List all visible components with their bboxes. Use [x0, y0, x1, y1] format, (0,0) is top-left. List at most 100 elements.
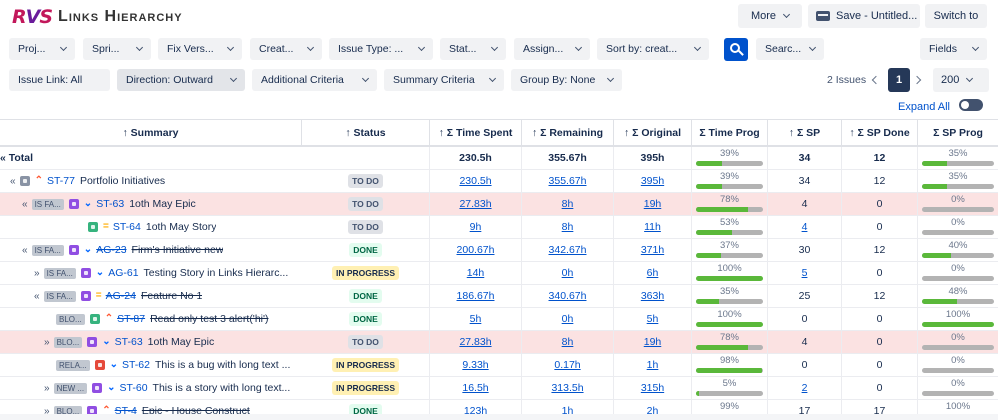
more-button[interactable]: More: [738, 4, 802, 28]
filter-sprint[interactable]: Spri...: [83, 38, 151, 60]
total-time-prog: 39%: [692, 147, 768, 169]
additional-criteria-filter[interactable]: Additional Criteria: [252, 69, 377, 91]
collapse-icon[interactable]: «: [34, 290, 40, 302]
time-spent-link[interactable]: 27.83h: [459, 336, 492, 348]
original-link[interactable]: 1h: [646, 359, 659, 371]
col-sp-prog[interactable]: Σ SP Prog: [933, 127, 983, 139]
remaining-link[interactable]: 340.67h: [548, 290, 587, 302]
fields-dropdown[interactable]: Fields: [920, 38, 987, 60]
sp-progress: 0%: [918, 331, 998, 353]
col-sp-done[interactable]: ↑ Σ SP Done: [842, 120, 918, 146]
remaining-link[interactable]: 1h: [561, 405, 574, 417]
collapse-icon[interactable]: «: [22, 244, 28, 256]
sp-value: 4: [801, 336, 808, 348]
sp-link[interactable]: 2: [801, 382, 808, 394]
expand-all-link[interactable]: Expand All: [898, 101, 950, 113]
time-spent-link[interactable]: 5h: [469, 313, 482, 325]
original-link[interactable]: 371h: [640, 244, 665, 256]
direction-filter[interactable]: Direction: Outward: [117, 69, 245, 91]
col-original[interactable]: ↑ Σ Original: [614, 120, 692, 146]
current-page-button[interactable]: 1: [888, 68, 910, 92]
sp-link[interactable]: 4: [801, 221, 808, 233]
original-link[interactable]: 6h: [646, 267, 659, 279]
time-spent-link[interactable]: 27.83h: [459, 198, 492, 210]
remaining-cell: 355.67h: [522, 170, 614, 192]
sp-link[interactable]: 5: [801, 267, 808, 279]
remaining-link[interactable]: 313.5h: [551, 382, 584, 394]
issue-key-link[interactable]: AG-24: [105, 290, 136, 302]
issue-key-link[interactable]: ST-77: [46, 175, 75, 187]
summary-criteria-filter[interactable]: Summary Criteria: [384, 69, 504, 91]
filter-project[interactable]: Proj...: [9, 38, 75, 60]
expand-all-toggle[interactable]: [959, 99, 983, 111]
original-link[interactable]: 19h: [643, 336, 662, 348]
remaining-link[interactable]: 0h: [561, 313, 574, 325]
original-link[interactable]: 5h: [646, 313, 659, 325]
time-spent-link[interactable]: 200.67h: [456, 244, 495, 256]
remaining-link[interactable]: 342.67h: [548, 244, 587, 256]
original-link[interactable]: 395h: [640, 175, 665, 187]
expand-icon[interactable]: »: [44, 336, 50, 348]
summary-cell: » BLO... ⌄ ST-63 1oth May Epic: [0, 331, 302, 353]
issue-link-filter[interactable]: Issue Link: All: [9, 69, 110, 91]
col-time-prog[interactable]: Σ Time Prog: [692, 120, 768, 146]
next-page-button[interactable]: [912, 74, 924, 86]
remaining-link[interactable]: 355.67h: [548, 175, 587, 187]
time-spent-link[interactable]: 230.5h: [459, 175, 492, 187]
filter-status[interactable]: Stat...: [440, 38, 506, 60]
original-cell: 371h: [614, 239, 692, 261]
time-progress-fill: [696, 184, 723, 189]
table-row: BLO... ⌃ ST-87 Read only test 3 alert('hi')…: [0, 308, 998, 331]
time-progress-track: [696, 184, 763, 189]
sp-done-cell: 12: [842, 239, 918, 261]
prev-page-button[interactable]: [870, 74, 881, 86]
horizontal-scrollbar[interactable]: [0, 414, 998, 420]
original-link[interactable]: 2h: [646, 405, 659, 417]
remaining-link[interactable]: 8h: [561, 221, 574, 233]
original-link[interactable]: 363h: [640, 290, 665, 302]
time-prog-cell: 78%: [692, 193, 768, 215]
time-spent-link[interactable]: 9h: [469, 221, 482, 233]
original-link[interactable]: 315h: [640, 382, 665, 394]
issue-key-link[interactable]: ST-60: [119, 382, 148, 394]
issue-key-link[interactable]: ST-63: [96, 198, 125, 210]
col-status[interactable]: ↑ Status: [302, 120, 430, 146]
time-spent-link[interactable]: 16.5h: [462, 382, 489, 394]
original-link[interactable]: 11h: [644, 221, 661, 233]
expand-icon[interactable]: »: [44, 405, 50, 417]
remaining-link[interactable]: 0.17h: [554, 359, 581, 371]
time-spent-link[interactable]: 14h: [466, 267, 485, 279]
save-button[interactable]: Save - Untitled...: [808, 4, 920, 28]
filter-created[interactable]: Creat...: [250, 38, 322, 60]
remaining-link[interactable]: 8h: [561, 198, 574, 210]
issue-key-link[interactable]: ST-63: [114, 336, 143, 348]
filter-issue-type[interactable]: Issue Type: ...: [329, 38, 433, 60]
search-button[interactable]: [724, 38, 748, 61]
filter-assignee[interactable]: Assign...: [514, 38, 590, 60]
col-remaining[interactable]: ↑ Σ Remaining: [522, 120, 614, 146]
search-dropdown[interactable]: Searc...: [756, 38, 824, 60]
group-by-filter[interactable]: Group By: None: [511, 69, 622, 91]
filter-fix-version[interactable]: Fix Vers...: [158, 38, 242, 60]
collapse-icon[interactable]: «: [10, 175, 16, 187]
remaining-link[interactable]: 8h: [561, 336, 574, 348]
time-spent-link[interactable]: 9.33h: [462, 359, 489, 371]
issue-key-link[interactable]: AG-23: [96, 244, 127, 256]
expand-icon[interactable]: »: [44, 382, 50, 394]
issue-key-link[interactable]: ST-62: [121, 359, 150, 371]
remaining-link[interactable]: 0h: [561, 267, 574, 279]
col-time-spent[interactable]: ↑ Σ Time Spent: [430, 120, 522, 146]
issue-key-link[interactable]: AG-61: [108, 267, 139, 279]
switch-to-button[interactable]: Switch to: [925, 4, 987, 28]
page-size-select[interactable]: 200: [933, 68, 989, 92]
original-link[interactable]: 19h: [643, 198, 662, 210]
sort-by-dropdown[interactable]: Sort by: creat...: [597, 38, 709, 60]
expand-icon[interactable]: »: [34, 267, 40, 279]
total-label[interactable]: « Total: [0, 152, 34, 164]
col-sp[interactable]: ↑ Σ SP: [768, 120, 842, 146]
col-summary[interactable]: ↑ Summary: [0, 120, 302, 146]
time-spent-link[interactable]: 186.67h: [456, 290, 495, 302]
collapse-icon[interactable]: «: [22, 198, 28, 210]
issue-key-link[interactable]: ST-87: [117, 313, 146, 325]
issue-key-link[interactable]: ST-64: [112, 221, 141, 233]
